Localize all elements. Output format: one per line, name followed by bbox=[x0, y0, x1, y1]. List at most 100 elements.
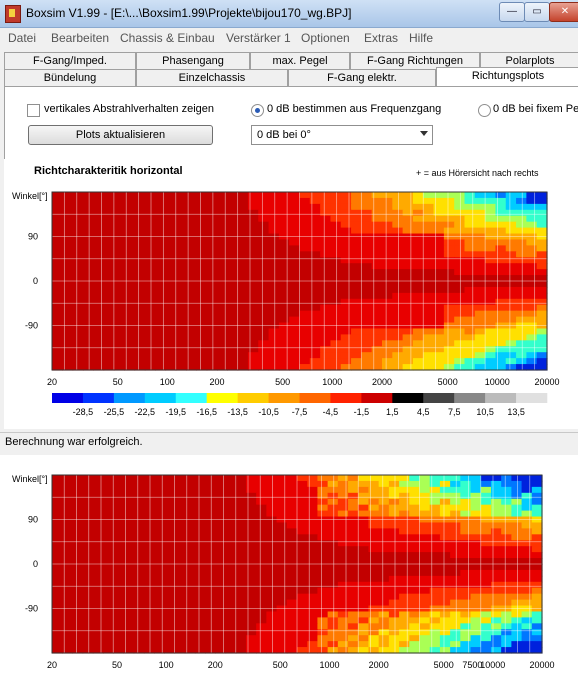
heatmap-cell bbox=[429, 475, 441, 482]
maximize-button[interactable]: ▭ bbox=[524, 2, 550, 22]
heatmap-cell bbox=[330, 358, 342, 365]
heatmap-cell bbox=[358, 569, 370, 577]
heatmap-cell bbox=[309, 275, 321, 282]
heatmap-cell bbox=[155, 197, 167, 205]
heatmap-cell bbox=[392, 310, 404, 318]
heatmap-cell bbox=[247, 316, 259, 324]
plots-aktualisieren-button[interactable]: Plots aktualisieren bbox=[28, 125, 213, 145]
menu-extras[interactable]: Extras bbox=[364, 31, 399, 45]
heatmap-cell bbox=[103, 599, 114, 607]
heatmap-cell bbox=[175, 358, 187, 365]
heatmap-cell bbox=[237, 286, 249, 294]
heatmap-cell bbox=[174, 611, 186, 618]
heatmap-cell bbox=[317, 546, 329, 553]
heatmap-cell bbox=[289, 334, 301, 341]
heatmap-cell bbox=[276, 569, 288, 577]
heatmap-cell bbox=[399, 641, 410, 648]
heatmap-cell bbox=[480, 552, 492, 559]
heatmap-cell bbox=[289, 298, 301, 306]
heatmap-cell bbox=[186, 328, 197, 335]
heatmap-cell bbox=[474, 292, 486, 300]
heatmap-cell bbox=[297, 486, 308, 494]
heatmap-cell bbox=[470, 486, 482, 494]
heatmap-cell bbox=[123, 611, 135, 618]
heatmap-cell bbox=[423, 286, 435, 294]
menu-optionen[interactable]: Optionen bbox=[301, 31, 350, 45]
color-legend-label: -19,5 bbox=[166, 407, 187, 417]
heatmap-cell bbox=[388, 498, 400, 506]
menu-bearbeiten[interactable]: Bearbeiten bbox=[51, 31, 110, 45]
heatmap-cell bbox=[378, 522, 390, 529]
heatmap-cell bbox=[340, 286, 352, 294]
heatmap-cell bbox=[72, 647, 84, 654]
tab-buendelung[interactable]: Bündelung bbox=[4, 69, 136, 86]
heatmap-cell bbox=[495, 209, 507, 217]
heatmap-cell bbox=[526, 239, 538, 246]
heatmap-cell bbox=[164, 522, 176, 529]
heatmap-cell bbox=[82, 192, 94, 199]
heatmap-cell bbox=[480, 492, 492, 500]
tab-richtungsplots[interactable]: Richtungsplots bbox=[436, 67, 578, 86]
heatmap-cell bbox=[371, 340, 383, 347]
tab-einzelchassis[interactable]: Einzelchassis bbox=[136, 69, 288, 86]
minimize-button[interactable]: — bbox=[499, 2, 525, 22]
heatmap-cell bbox=[154, 475, 165, 482]
heatmap-cell bbox=[368, 558, 380, 565]
menu-chassis-einbau[interactable]: Chassis & Einbau bbox=[120, 31, 215, 45]
title-bar[interactable]: Boxsim V1.99 - [E:\...\Boxsim1.99\Projek… bbox=[0, 0, 578, 28]
tab-polarplots[interactable]: Polarplots bbox=[480, 52, 578, 69]
heatmap-cell bbox=[225, 540, 237, 547]
radio-0db-fixem-pegel[interactable] bbox=[478, 104, 491, 117]
heatmap-cell bbox=[439, 486, 451, 494]
heatmap-cell bbox=[155, 227, 167, 235]
heatmap-cell bbox=[186, 239, 197, 246]
heatmap-cell bbox=[521, 540, 533, 547]
heatmap-cell bbox=[52, 304, 63, 312]
radio-0db-frequenzgang[interactable] bbox=[251, 104, 264, 117]
heatmap-cell bbox=[340, 334, 352, 341]
tab-phasengang[interactable]: Phasengang bbox=[136, 52, 250, 69]
heatmap-cell bbox=[490, 558, 502, 565]
tab-fgang-richtungen[interactable]: F-Gang Richtungen bbox=[350, 52, 480, 69]
heatmap-cell bbox=[134, 275, 146, 282]
heatmap-cell bbox=[409, 599, 421, 607]
heatmap-cell bbox=[382, 358, 393, 365]
zero-db-reference-combo[interactable]: 0 dB bei 0° bbox=[251, 125, 433, 145]
heatmap-cell bbox=[516, 346, 527, 353]
tab-fgang-imped[interactable]: F-Gang/Imped. bbox=[4, 52, 136, 69]
heatmap-cell bbox=[361, 192, 373, 199]
menu-verstaerker[interactable]: Verstärker 1 bbox=[226, 31, 291, 45]
heatmap-cell bbox=[82, 298, 94, 306]
tab-fgang-elektr[interactable]: F-Gang elektr. bbox=[288, 69, 436, 86]
heatmap-cell bbox=[412, 239, 424, 246]
heatmap-cell bbox=[237, 334, 249, 341]
vertikales-abstrahlverhalten-checkbox[interactable] bbox=[27, 104, 40, 117]
heatmap-cell bbox=[450, 498, 461, 506]
heatmap-cell bbox=[225, 558, 237, 565]
heatmap-cell bbox=[113, 257, 125, 264]
heatmap-cell bbox=[327, 641, 339, 648]
menu-datei[interactable]: Datei bbox=[8, 31, 37, 45]
heatmap-cell bbox=[361, 239, 373, 246]
heatmap-cell bbox=[103, 239, 115, 246]
heatmap-cell bbox=[237, 310, 249, 318]
heatmap-cell bbox=[72, 292, 84, 300]
close-button[interactable]: ✕ bbox=[549, 2, 578, 22]
heatmap-cell bbox=[521, 635, 533, 642]
heatmap-cell bbox=[419, 504, 431, 512]
boxsim-app-icon[interactable] bbox=[5, 5, 21, 23]
heatmap-cell bbox=[320, 352, 332, 359]
chevron-down-icon[interactable] bbox=[420, 131, 428, 136]
heatmap-cell bbox=[358, 522, 370, 529]
heatmap-cell bbox=[256, 480, 267, 488]
heatmap-cell bbox=[388, 593, 400, 601]
menu-hilfe[interactable]: Hilfe bbox=[409, 31, 434, 45]
heatmap-cell bbox=[82, 334, 94, 341]
heatmap-cell bbox=[297, 611, 308, 618]
heatmap-cell bbox=[450, 546, 461, 553]
heatmap-cell bbox=[82, 558, 94, 565]
heatmap-cell bbox=[382, 215, 393, 223]
tab-max-pegel[interactable]: max. Pegel bbox=[250, 52, 350, 69]
heatmap-cell bbox=[361, 310, 373, 318]
heatmap-cell bbox=[307, 611, 319, 618]
